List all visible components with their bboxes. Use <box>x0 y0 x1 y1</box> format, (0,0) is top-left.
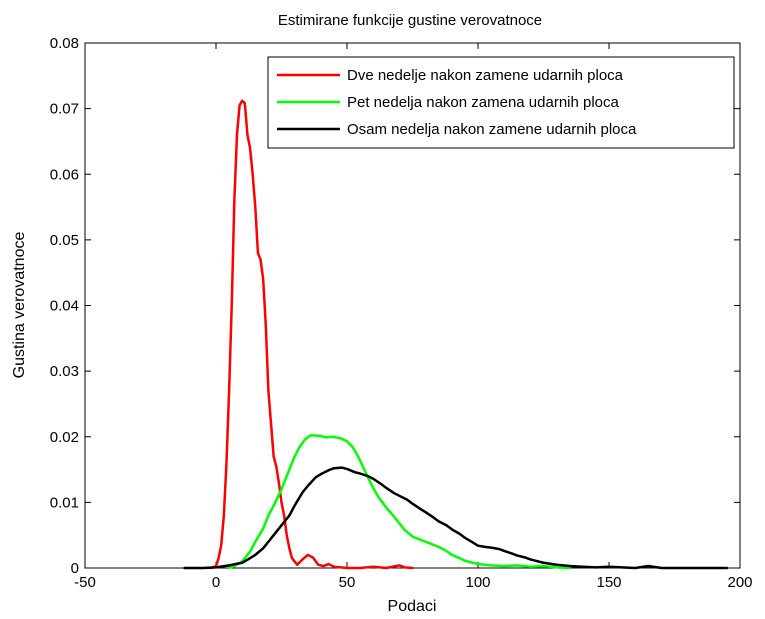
y-tick-label: 0.03 <box>50 363 79 380</box>
legend: Dve nedelje nakon zamene udarnih ploca Pe… <box>267 56 735 149</box>
y-tick-label: 0.02 <box>50 429 79 446</box>
chart-title: Estimirane funkcije gustine verovatnoce <box>278 12 542 29</box>
series-layer <box>183 99 729 570</box>
x-tick-label: 150 <box>596 574 621 591</box>
x-tick-label: 200 <box>727 574 752 591</box>
y-tick-label: 0.05 <box>50 232 79 249</box>
y-tick-label: 0.08 <box>50 35 79 52</box>
legend-label-1: Dve nedelje nakon zamene udarnih ploca <box>347 67 624 84</box>
x-tick-label: 100 <box>465 574 490 591</box>
y-tick-label: 0 <box>71 560 79 577</box>
x-tick-label: 50 <box>339 574 356 591</box>
x-axis: -50 0 50 100 150 200 <box>74 43 753 591</box>
series-line-3 <box>183 466 729 570</box>
x-tick-label: -50 <box>74 574 96 591</box>
y-tick-label: 0.06 <box>50 166 79 183</box>
legend-label-3: Osam nedelja nakon zamene udarnih ploca <box>347 121 637 138</box>
legend-box <box>267 56 735 149</box>
x-tick-label: 0 <box>212 574 220 591</box>
y-axis: 0 0.01 0.02 0.03 0.04 0.05 0.06 0.07 0.08 <box>50 35 740 577</box>
series-line-1 <box>209 99 414 570</box>
x-axis-label: Podaci <box>388 598 437 615</box>
y-axis-label: Gustina verovatnoce <box>11 232 28 379</box>
y-tick-label: 0.01 <box>50 494 79 511</box>
legend-label-2: Pet nedelja nakon zamena udarnih ploca <box>347 94 620 111</box>
y-tick-label: 0.07 <box>50 101 79 118</box>
y-tick-label: 0.04 <box>50 298 79 315</box>
